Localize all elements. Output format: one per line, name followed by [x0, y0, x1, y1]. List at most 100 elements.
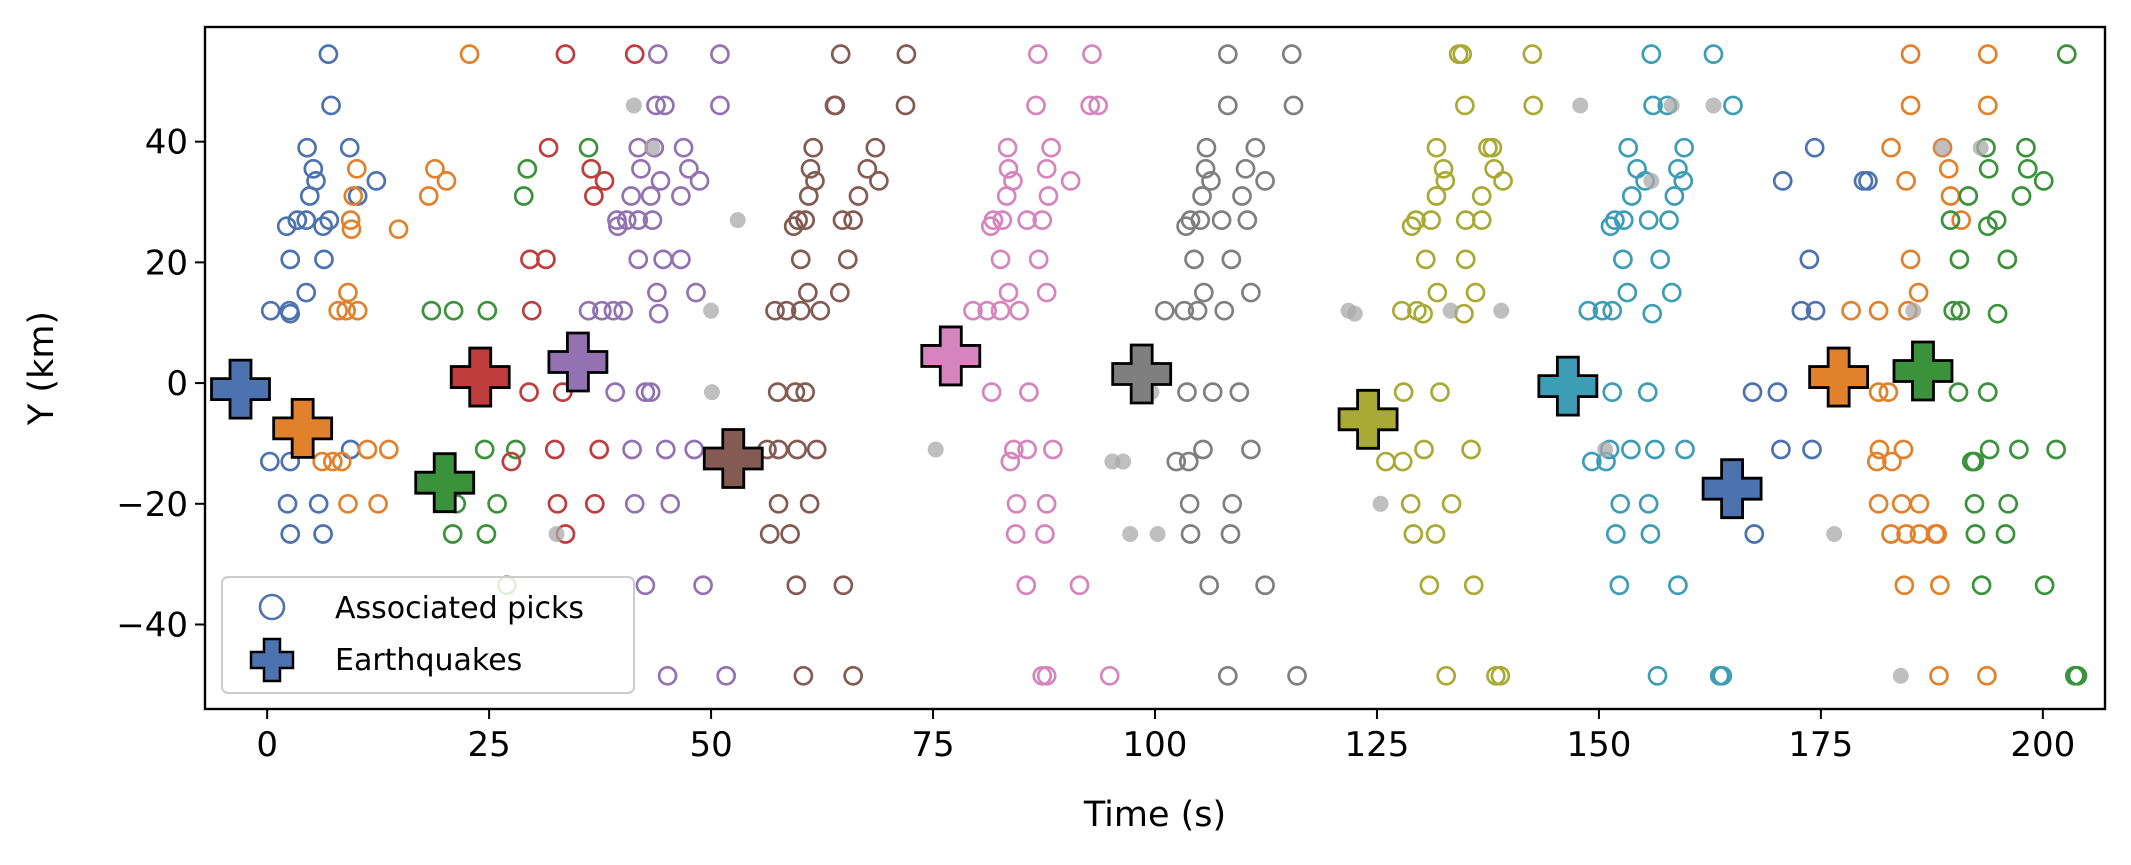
associated-pick: [776, 300, 797, 321]
associated-pick: [648, 303, 669, 324]
associated-pick: [1493, 171, 1513, 191]
associated-pick: [1869, 439, 1890, 460]
associated-pick: [716, 665, 737, 686]
associated-pick: [1174, 300, 1195, 321]
associated-pick: [1640, 524, 1661, 544]
associated-pick: [303, 158, 324, 179]
associated-pick: [1523, 95, 1544, 116]
associated-pick: [1017, 210, 1037, 230]
associated-pick: [1621, 186, 1642, 206]
associated-pick: [260, 300, 281, 321]
associated-pick: [795, 382, 816, 402]
earthquakes-layer: [210, 325, 1954, 520]
associated-pick: [584, 186, 604, 206]
associated-pick: [1005, 524, 1026, 544]
associated-pick: [1977, 95, 1998, 116]
associated-pick: [657, 665, 678, 686]
associated-pick: [1896, 171, 1916, 191]
x-tick-label: 50: [689, 725, 732, 765]
earthquake-marker: [547, 331, 609, 393]
associated-pick: [1400, 493, 1421, 514]
associated-pick: [786, 575, 807, 596]
associated-pick: [2033, 171, 2054, 191]
unassociated-pick: [729, 212, 746, 229]
associated-pick: [1964, 493, 1985, 514]
associated-pick: [513, 186, 534, 206]
associated-pick: [1858, 171, 1878, 191]
associated-pick: [998, 282, 1019, 303]
earthquake-marker: [1337, 388, 1399, 450]
associated-pick: [825, 95, 846, 116]
associated-pick: [1927, 524, 1948, 544]
unassociated-pick: [1442, 302, 1459, 319]
associated-pick: [710, 95, 730, 116]
unassociated-pick: [1572, 97, 1589, 114]
earthquake-marker: [414, 452, 476, 514]
associated-pick: [418, 186, 439, 206]
associated-pick: [1036, 665, 1057, 686]
associated-pick: [1802, 439, 1822, 460]
associated-pick: [1255, 575, 1275, 596]
associated-pick: [655, 439, 676, 460]
associated-pick: [1401, 216, 1422, 237]
associated-pick: [2016, 137, 2036, 158]
associated-pick: [603, 300, 624, 321]
associated-pick: [1403, 524, 1424, 544]
earthquake-marker: [702, 428, 764, 489]
associated-pick: [1482, 137, 1503, 158]
associated-pick: [622, 439, 642, 460]
associated-pick: [1003, 439, 1024, 460]
associated-pick: [1255, 171, 1275, 191]
associated-pick: [2034, 575, 2055, 596]
associated-pick: [896, 44, 917, 65]
associated-pick: [347, 300, 368, 321]
associated-pick: [1237, 210, 1258, 230]
associated-pick: [765, 300, 785, 321]
associated-pick: [421, 300, 442, 321]
associated-pick: [640, 186, 661, 206]
associated-pick: [1287, 665, 1307, 686]
associated-pick: [635, 575, 656, 596]
associated-pick: [1618, 137, 1639, 158]
associated-pick: [1241, 282, 1261, 303]
unassociated-pick: [1115, 453, 1132, 470]
associated-pick: [581, 158, 602, 179]
associated-pick: [799, 493, 820, 514]
associated-pick: [830, 44, 851, 65]
legend-label-earthquakes: Earthquakes: [335, 643, 522, 678]
associated-pick: [1668, 158, 1688, 179]
associated-pick: [1805, 300, 1826, 321]
associated-pick: [810, 300, 831, 321]
unassociated-pick: [1493, 302, 1510, 319]
associated-pick: [1000, 451, 1021, 472]
associated-pick: [693, 575, 713, 596]
associated-pick: [1930, 575, 1950, 596]
associated-pick: [795, 210, 816, 230]
associated-pick: [621, 186, 642, 206]
associated-pick: [1193, 439, 1213, 460]
associated-pick: [785, 382, 806, 402]
associated-pick: [1647, 665, 1668, 686]
associated-pick: [1179, 493, 1200, 514]
associated-pick: [1217, 665, 1238, 686]
associated-pick: [1771, 439, 1791, 460]
associated-pick: [798, 282, 818, 303]
associated-pick: [996, 186, 1017, 206]
y-tick-label: 20: [145, 243, 188, 283]
associated-pick: [331, 451, 352, 472]
earthquake-marker: [1892, 340, 1954, 402]
associated-pick: [328, 300, 349, 321]
associated-pick: [544, 439, 565, 460]
associated-pick: [1978, 158, 1999, 179]
associated-pick: [436, 171, 457, 191]
associated-pick: [1621, 439, 1641, 460]
x-tick-label: 75: [911, 725, 954, 765]
associated-pick: [1609, 575, 1630, 596]
associated-pick: [710, 44, 730, 65]
associated-pick: [1463, 575, 1484, 596]
unassociated-pick: [1122, 525, 1139, 542]
associated-pick: [646, 95, 666, 116]
associated-pick: [276, 216, 297, 237]
associated-pick: [1452, 44, 1473, 65]
